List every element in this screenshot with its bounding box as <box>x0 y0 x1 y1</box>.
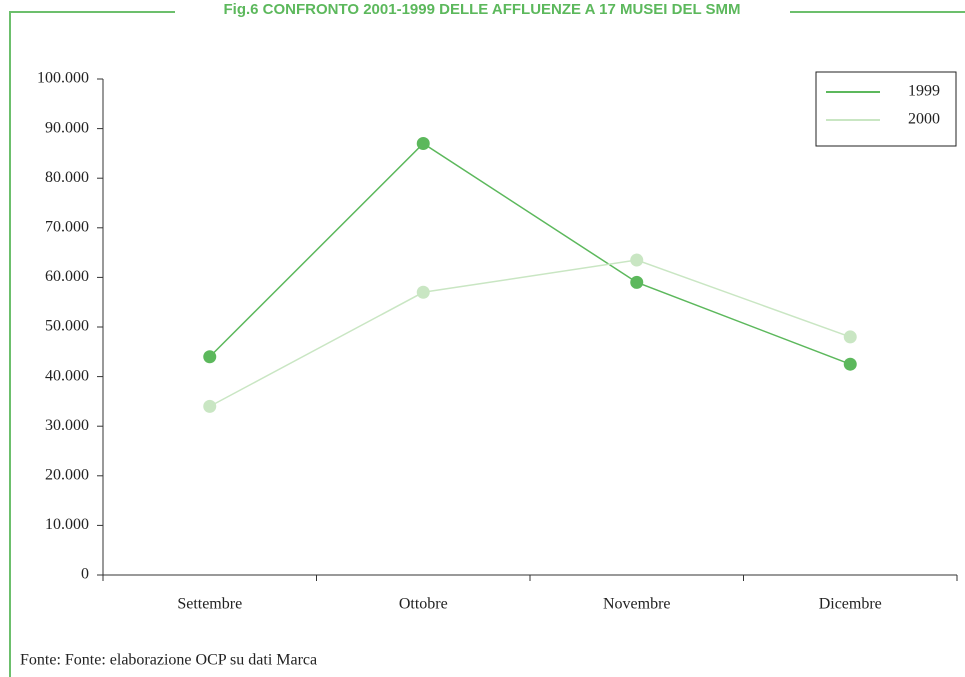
y-tick-label: 90.000 <box>45 119 89 136</box>
marker <box>843 357 857 371</box>
legend-label: 2000 <box>908 111 940 128</box>
marker <box>630 275 644 289</box>
x-tick-label: Novembre <box>603 596 671 613</box>
y-tick-label: 0 <box>81 566 89 583</box>
y-tick-label: 40.000 <box>45 367 89 384</box>
marker <box>203 399 217 413</box>
x-tick-label: Settembre <box>177 596 242 613</box>
marker <box>203 350 217 364</box>
y-tick-label: 50.000 <box>45 318 89 335</box>
source: Fonte: Fonte: elaborazione OCP su dati M… <box>20 652 317 669</box>
y-tick-label: 100.000 <box>37 70 89 87</box>
series-line <box>209 259 851 408</box>
marker <box>843 330 857 344</box>
chart-title: Fig.6 CONFRONTO 2001-1999 DELLE AFFLUENZ… <box>223 1 740 18</box>
y-tick-label: 10.000 <box>45 516 89 533</box>
legend-label: 1999 <box>908 83 940 100</box>
marker <box>630 253 644 267</box>
y-tick-label: 30.000 <box>45 417 89 434</box>
marker <box>416 136 430 150</box>
marker <box>416 285 430 299</box>
series-line <box>209 142 851 365</box>
y-tick-label: 20.000 <box>45 466 89 483</box>
y-tick-label: 70.000 <box>45 218 89 235</box>
y-tick-label: 80.000 <box>45 169 89 186</box>
y-tick-label: 60.000 <box>45 268 89 285</box>
x-tick-label: Ottobre <box>399 596 448 613</box>
legend <box>815 71 957 147</box>
x-tick-label: Dicembre <box>819 596 882 613</box>
